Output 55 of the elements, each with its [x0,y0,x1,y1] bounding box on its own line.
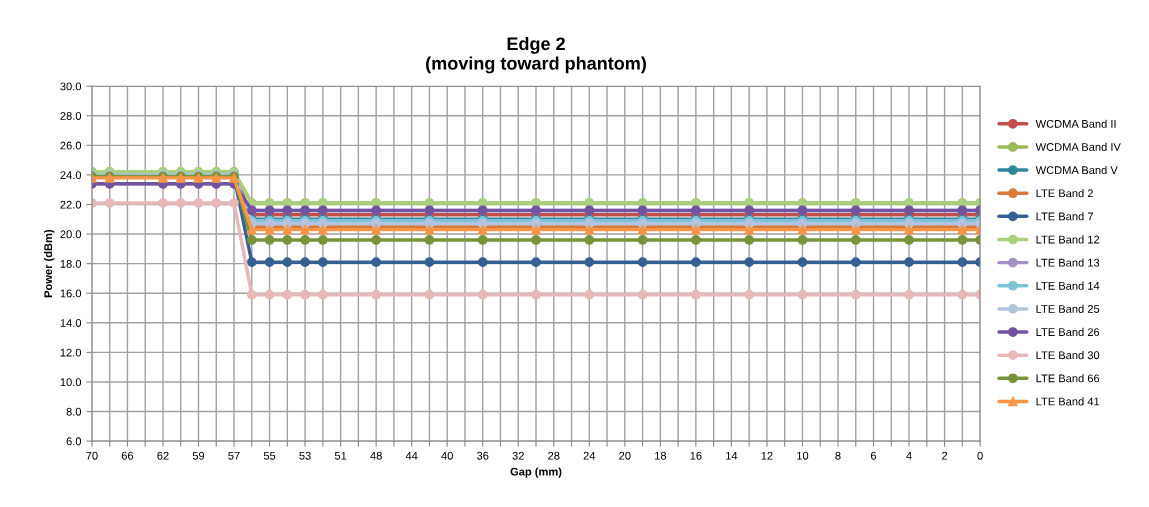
legend-label: WCDMA Band II [1035,119,1116,128]
y-tick-label: 28.0 [60,112,82,120]
y-tick-label: 16.0 [60,289,82,298]
x-tick-label: 57 [228,451,240,460]
y-tick-label: 8.0 [66,407,82,416]
chart-title: Edge 2 (moving toward phantom) [426,36,646,74]
x-tick-label: 8 [835,451,841,460]
y-tick-label: 6.0 [66,437,82,446]
legend-label: LTE Band 12 [1036,235,1100,244]
y-tick-label: 30.0 [60,82,82,91]
y-tick-label: 14.0 [60,319,82,327]
x-tick-label: 40 [441,451,453,460]
legend-label: WCDMA Band V [1035,165,1118,175]
y-tick-label: 26.0 [60,141,82,150]
y-tick-label: 18.0 [60,259,82,268]
y-tick-label: 20.0 [60,230,82,239]
x-tick-label: 24 [583,451,596,460]
legend-label: WCDMA Band IV [1035,142,1121,151]
x-tick-label: 28 [548,451,560,460]
legend-label: LTE Band 13 [1036,258,1100,267]
legend-label: LTE Band 2 [1036,189,1093,198]
y-tick-label: 12.0 [60,348,82,357]
x-tick-label: 16 [690,451,702,460]
y-tick-label: 24.0 [60,171,82,180]
x-axis-title: Gap (mm) [510,467,562,478]
x-tick-label: 70 [86,451,98,460]
y-tick-label: 10.0 [60,378,82,387]
y-tick-label: 22.0 [60,200,82,209]
x-tick-label: 36 [476,451,489,460]
x-tick-label: 53 [299,451,311,460]
x-tick-label: 6 [870,451,877,460]
x-tick-label: 48 [370,451,382,460]
x-tick-label: 20 [619,451,631,460]
x-tick-label: 2 [942,451,948,460]
legend-label: LTE Band 14 [1036,281,1100,290]
x-tick-label: 62 [157,451,169,460]
legend-label: LTE Band 30 [1036,351,1100,360]
x-tick-label: 14 [726,451,738,460]
x-tick-label: 32 [512,451,524,460]
legend-label: LTE Band 25 [1036,304,1100,313]
x-tick-label: 44 [405,451,418,460]
x-tick-label: 4 [906,451,912,460]
x-tick-label: 18 [655,451,667,460]
x-tick-label: 10 [797,451,809,460]
x-tick-label: 55 [263,451,276,460]
legend-label: LTE Band 66 [1036,374,1100,383]
x-tick-label: 66 [121,451,134,460]
x-tick-label: 0 [977,451,983,460]
x-tick-label: 51 [334,451,347,460]
x-tick-label: 59 [192,451,205,460]
legend-label: LTE Band 41 [1036,397,1100,406]
legend-label: LTE Band 26 [1036,327,1100,337]
y-axis-title: Power (dBm) [43,229,55,298]
x-tick-label: 12 [761,451,773,460]
legend-label: LTE Band 7 [1036,212,1093,221]
